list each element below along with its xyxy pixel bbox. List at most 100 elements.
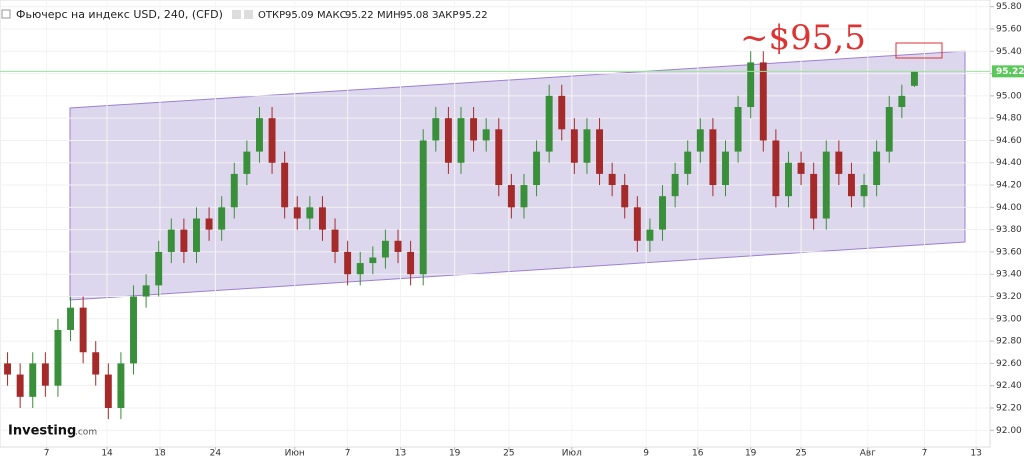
- candle-body: [545, 95, 553, 152]
- candle-body: [4, 363, 12, 375]
- x-tick-label: 19: [449, 449, 461, 457]
- close-value: 95.22: [459, 10, 488, 21]
- candle-body: [54, 329, 62, 386]
- y-tick-label: 95.40: [996, 47, 1022, 57]
- open-value: 95.09: [285, 10, 314, 21]
- candle-body: [369, 257, 377, 264]
- candle-body: [293, 207, 301, 219]
- candle-body: [797, 162, 805, 174]
- candle-body: [860, 185, 868, 197]
- candle-body: [772, 140, 780, 197]
- x-tick-label: 24: [210, 449, 222, 457]
- candle-body: [356, 263, 364, 275]
- candle-body: [41, 363, 49, 386]
- candle-body: [583, 129, 591, 163]
- x-tick-label: 25: [795, 449, 806, 457]
- logo-suffix: .com: [75, 428, 97, 438]
- candle-body: [722, 151, 729, 186]
- y-tick-label: 93.80: [996, 225, 1022, 235]
- x-tick-label: 13: [395, 449, 406, 457]
- x-tick-label: Июл: [562, 449, 582, 457]
- candle-body: [230, 173, 238, 208]
- candle-body: [67, 307, 74, 330]
- y-tick-label: 94.00: [996, 203, 1022, 213]
- candle-body: [596, 129, 604, 174]
- candle-body: [281, 162, 289, 208]
- candle-body: [847, 173, 855, 197]
- y-tick-label: 93.40: [996, 270, 1022, 280]
- grid: [0, 0, 990, 447]
- logo: Investing: [8, 424, 76, 439]
- y-tick-label: 95.60: [996, 24, 1022, 34]
- candle-body: [167, 229, 175, 252]
- candle-body: [759, 62, 767, 141]
- candle-body: [822, 151, 830, 219]
- candle-body: [344, 251, 352, 275]
- candle-body: [29, 363, 37, 397]
- candle-body: [646, 229, 654, 241]
- candle-body: [495, 129, 503, 186]
- candle-body: [444, 118, 452, 163]
- x-tick-label: 13: [970, 449, 981, 457]
- candles: [4, 51, 918, 420]
- candle-body: [79, 307, 87, 353]
- y-tick-label: 94.20: [996, 181, 1022, 191]
- y-tick-label: 93.00: [996, 314, 1022, 324]
- candle-body: [243, 151, 251, 174]
- candle-body: [218, 207, 226, 230]
- title: Фьючерс на индекс USD, 240, (CFD): [16, 8, 223, 21]
- y-tick-label: 92.40: [996, 381, 1022, 391]
- target-box: [895, 42, 943, 59]
- close-label: ЗАКР: [432, 10, 458, 21]
- candle-body: [533, 151, 541, 186]
- candle-body: [747, 62, 755, 108]
- candle-body: [268, 118, 276, 163]
- x-tick-label: 7: [922, 449, 928, 457]
- x-tick-label: 14: [101, 449, 113, 457]
- candle-body: [659, 196, 666, 230]
- low-value: 95.08: [400, 10, 429, 21]
- y-tick-label: 95.00: [996, 91, 1022, 101]
- candle-body: [457, 118, 465, 163]
- low-label: МИН: [377, 10, 401, 21]
- collapse-icon[interactable]: [1, 9, 11, 19]
- high-value: 95.22: [345, 10, 374, 21]
- candle-body: [104, 374, 112, 408]
- last-price-tag: [992, 65, 1024, 78]
- y-tick-label: 92.60: [996, 359, 1022, 369]
- annotation: ~$95,5: [740, 18, 866, 58]
- candle-body: [608, 173, 616, 186]
- header: Фьючерс на индекс USD, 240, (CFD) ОТКР 9…: [1, 8, 488, 21]
- candle-body: [318, 207, 326, 230]
- x-tick-label: Авг: [860, 449, 876, 457]
- candle-body: [520, 185, 528, 208]
- candle-body: [558, 95, 566, 130]
- candle-body: [256, 118, 263, 152]
- high-label: МАКС: [317, 10, 347, 21]
- candle-body: [570, 129, 578, 163]
- candle-body: [407, 251, 415, 275]
- candle-body: [709, 129, 717, 186]
- candle-body: [696, 129, 704, 152]
- y-tick-label: 92.80: [996, 337, 1022, 347]
- x-tick-label: 7: [345, 449, 351, 457]
- last-price-label: 95.22: [996, 67, 1024, 77]
- candle-body: [432, 118, 440, 141]
- open-label: ОТКР: [258, 10, 285, 21]
- x-tick-label: 16: [692, 449, 704, 457]
- close-icon[interactable]: [244, 10, 253, 19]
- settings-icon[interactable]: [232, 10, 241, 19]
- candle-body: [507, 185, 515, 208]
- candle-body: [205, 218, 213, 230]
- candle-body: [684, 151, 692, 174]
- y-tick-label: 94.80: [996, 114, 1022, 124]
- x-tick-label: 18: [154, 449, 166, 457]
- candle-body: [142, 285, 150, 297]
- candle-body: [785, 162, 792, 197]
- y-tick-label: 94.60: [996, 136, 1022, 146]
- x-tick-label: 19: [745, 449, 757, 457]
- candle-body: [155, 251, 163, 286]
- candle-body: [885, 107, 893, 152]
